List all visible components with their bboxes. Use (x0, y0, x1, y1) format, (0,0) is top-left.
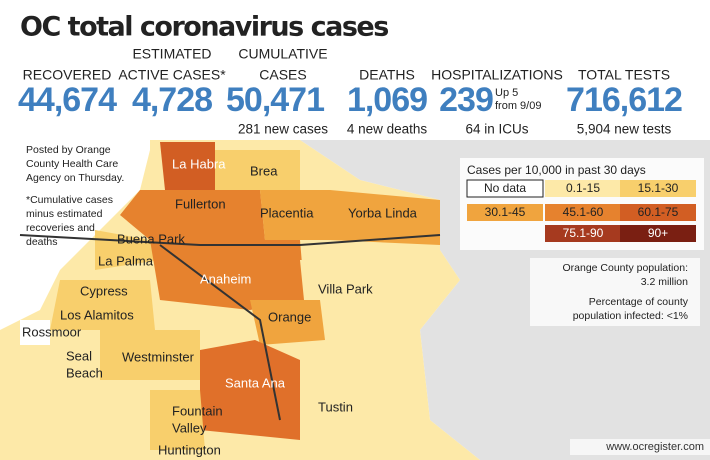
stat-label: HOSPITALIZATIONS (431, 67, 563, 83)
stat-label: DEATHS (359, 67, 415, 83)
info-panel (530, 258, 700, 326)
legend-title: Cases per 10,000 in past 30 days (467, 163, 646, 177)
side-note: County Health Care (26, 158, 118, 170)
city-label: Tustin (318, 399, 353, 414)
city-label: Cypress (80, 283, 128, 298)
region (200, 340, 300, 440)
stat-value: 44,674 (18, 81, 117, 119)
stat-note: 4 new deaths (347, 122, 428, 137)
side-note: Agency on Thursday. (26, 172, 124, 184)
legend-swatch (467, 204, 543, 221)
side-note: deaths (26, 236, 58, 248)
region (330, 190, 440, 245)
stat-note: 64 in ICUs (465, 122, 528, 137)
region (260, 190, 330, 240)
legend-swatch (545, 180, 621, 197)
freeway (19, 234, 441, 246)
city-label: Rossmoor (22, 324, 82, 339)
region (250, 300, 325, 345)
legend-label: No data (484, 181, 526, 195)
stat-label: CASES (259, 67, 306, 83)
region (100, 330, 200, 380)
region (50, 280, 155, 330)
city-label: Seal (66, 348, 92, 363)
city-label: Yorba Linda (348, 205, 418, 220)
city-label: Placentia (260, 205, 314, 220)
legend-label: 60.1-75 (638, 205, 679, 219)
legend-swatch (620, 204, 696, 221)
region (215, 150, 300, 190)
stat-value: 50,471 (226, 81, 324, 119)
city-label: Villa Park (318, 281, 373, 296)
header-band (0, 0, 710, 140)
city-label: Valley (172, 420, 207, 435)
city-label: Los Alamitos (60, 307, 134, 322)
legend-swatch (545, 204, 621, 221)
stat-label: RECOVERED (23, 67, 112, 83)
stat-value: 239 (439, 81, 493, 119)
legend-swatch (545, 225, 621, 242)
stat-aside: Up 5 (495, 87, 518, 99)
stat-label: CUMULATIVE (238, 46, 327, 62)
city-label: Huntington (158, 442, 221, 457)
city-label: Beach (66, 365, 103, 380)
stat-label: ACTIVE CASES* (118, 67, 226, 83)
infected: Percentage of county (589, 296, 689, 308)
legend-swatch (620, 225, 696, 242)
stat-note: 5,904 new tests (577, 122, 672, 137)
city-label: Buena Park (117, 231, 185, 246)
stat-note: 281 new cases (238, 122, 328, 137)
legend-label: 90+ (648, 226, 668, 240)
city-label: Brea (250, 163, 278, 178)
stat-value: 716,612 (566, 81, 682, 119)
city-label: Fullerton (175, 196, 226, 211)
legend-label: 30.1-45 (485, 205, 526, 219)
legend-swatch (620, 180, 696, 197)
credit: www.ocregister.com (605, 441, 704, 453)
population: Orange County population: (562, 262, 688, 274)
side-note: *Cumulative cases (26, 194, 113, 206)
credit-band (570, 439, 710, 455)
freeway (159, 244, 281, 421)
stat-label: ESTIMATED (132, 46, 211, 62)
region (300, 260, 375, 310)
title: OC total coronavirus cases (20, 12, 388, 43)
side-note: Posted by Orange (26, 144, 111, 156)
region (160, 142, 215, 190)
city-label: Westminster (122, 349, 195, 364)
stat-label: TOTAL TESTS (578, 67, 670, 83)
city-label: Santa Ana (225, 375, 286, 390)
legend-swatch (466, 179, 544, 198)
city-label: La Palma (98, 253, 154, 268)
side-note: minus estimated (26, 208, 103, 220)
legend-label: 0.1-15 (566, 181, 600, 195)
region (150, 390, 205, 450)
region (20, 320, 50, 345)
infected: population infected: <1% (573, 310, 688, 322)
map (0, 140, 710, 460)
region (150, 240, 305, 310)
city-label: Orange (268, 309, 311, 324)
city-label: La Habra (172, 156, 226, 171)
city-label: Anaheim (200, 271, 251, 286)
stat-value: 1,069 (347, 81, 427, 119)
legend-label: 75.1-90 (563, 226, 604, 240)
legend-label: 45.1-60 (563, 205, 604, 219)
stat-value: 4,728 (132, 81, 212, 119)
city-label: Fountain (172, 403, 223, 418)
population: 3.2 million (641, 276, 688, 288)
region (120, 190, 265, 240)
legend-label: 15.1-30 (638, 181, 679, 195)
region (300, 380, 360, 440)
side-note: recoveries and (26, 222, 95, 234)
stat-aside: from 9/09 (495, 100, 541, 112)
